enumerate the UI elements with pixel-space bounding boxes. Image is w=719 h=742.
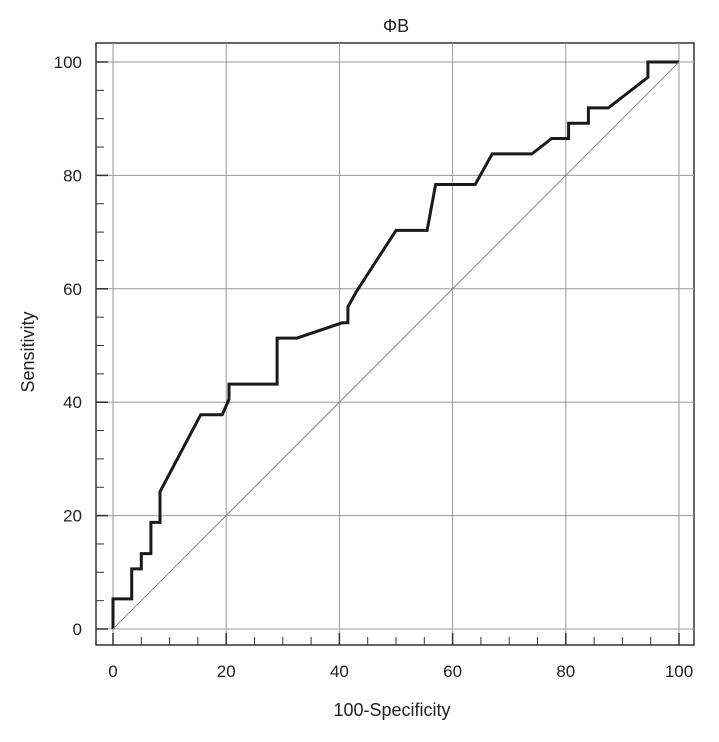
chart-title: ΦB bbox=[383, 16, 409, 36]
y-tick-label: 20 bbox=[63, 507, 82, 526]
y-axis-label: Sensitivity bbox=[18, 311, 38, 392]
x-tick-labels: 0 20 40 60 80 100 bbox=[108, 662, 693, 681]
reference-diagonal-line bbox=[112, 61, 680, 630]
x-axis-label: 100-Specificity bbox=[333, 700, 450, 720]
x-tick-label: 20 bbox=[217, 662, 236, 681]
x-tick-label: 60 bbox=[443, 662, 462, 681]
x-tick-label: 40 bbox=[330, 662, 349, 681]
x-tick-label: 0 bbox=[108, 662, 117, 681]
y-tick-label: 0 bbox=[73, 620, 82, 639]
plot-frame bbox=[95, 42, 695, 646]
y-tick-label: 100 bbox=[54, 53, 82, 72]
x-tick-label: 80 bbox=[556, 662, 575, 681]
series-layer bbox=[111, 60, 680, 630]
x-tick-label: 100 bbox=[665, 662, 693, 681]
y-tick-labels: 0 20 40 60 80 100 bbox=[54, 53, 82, 639]
y-tick-label: 40 bbox=[63, 393, 82, 412]
grid-lines bbox=[96, 43, 694, 645]
y-tick-label: 60 bbox=[63, 280, 82, 299]
y-tick-label: 80 bbox=[63, 166, 82, 185]
roc-curve-line bbox=[111, 60, 679, 629]
minor-ticks bbox=[96, 61, 680, 645]
